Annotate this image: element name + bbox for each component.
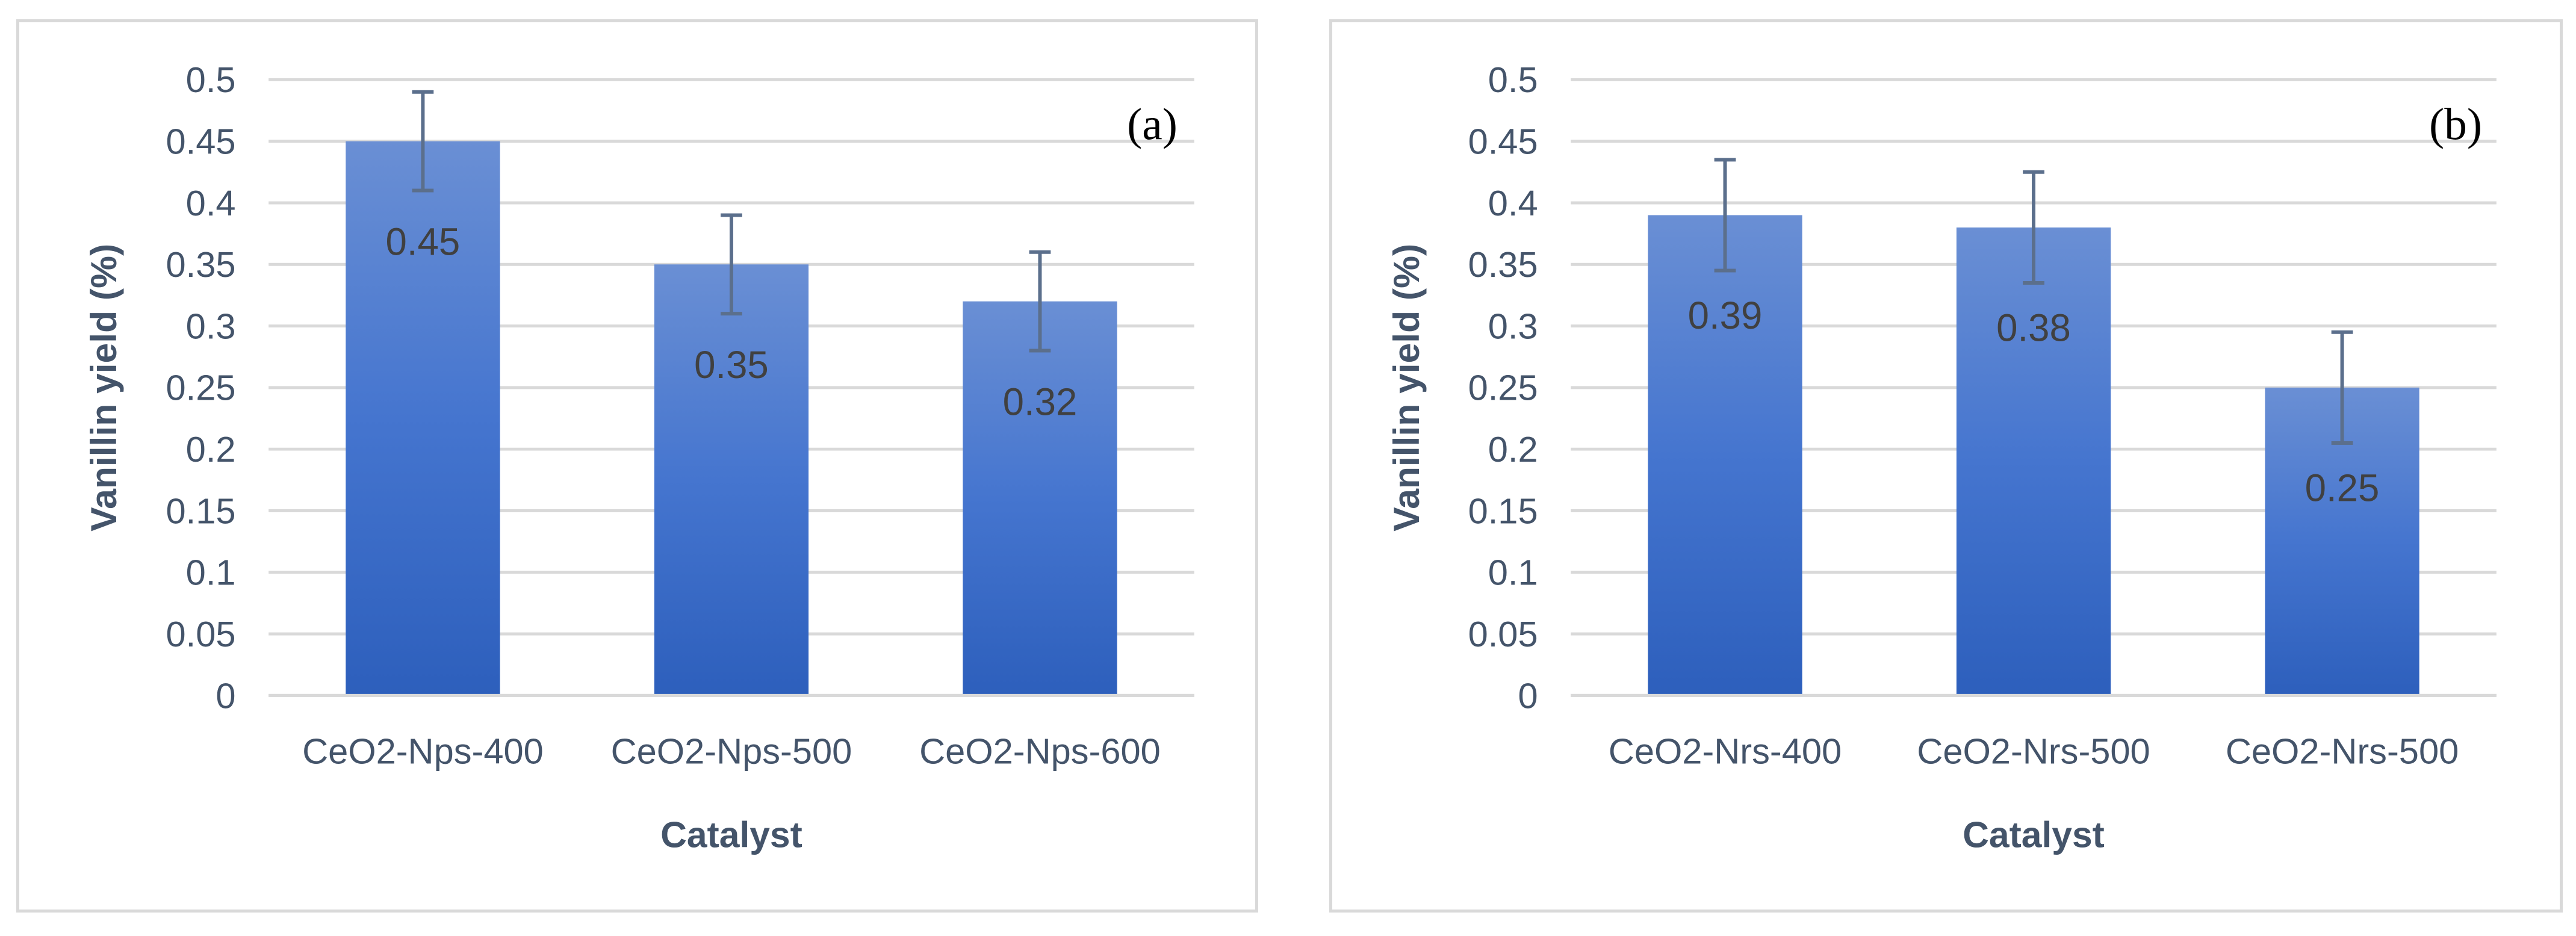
x-category-label-a-0: CeO2-Nps-400	[302, 731, 544, 772]
y-tick-label-a-10: 0.5	[186, 60, 236, 100]
data-label-a-1: 0.35	[694, 344, 769, 386]
x-axis-title-a: Catalyst	[660, 814, 802, 855]
x-category-label-b-0: CeO2-Nrs-400	[1609, 731, 1842, 772]
y-tick-label-a-0: 0	[216, 675, 235, 716]
bar-b-0	[1648, 215, 1802, 696]
bar-b-1	[1956, 227, 2111, 696]
panel-label-b: (b)	[2429, 100, 2482, 150]
y-tick-label-b-10: 0.5	[1488, 60, 1538, 100]
x-category-label-a-2: CeO2-Nps-600	[919, 731, 1161, 772]
chart-panel-a: 0 0.05 0.1 0.15 0.2 0.25 0.3 0.35 0.4 0.45 0.5 0.45…	[16, 19, 1258, 913]
y-tick-label-b-3: 0.15	[1468, 491, 1538, 531]
y-tick-label-a-5: 0.25	[166, 368, 236, 408]
x-category-label-a-1: CeO2-Nps-500	[611, 731, 852, 772]
y-tick-label-a-7: 0.35	[166, 244, 236, 285]
y-tick-label-b-6: 0.3	[1488, 306, 1538, 346]
data-label-b-0: 0.39	[1688, 294, 1763, 337]
data-label-b-2: 0.25	[2305, 467, 2380, 510]
x-category-label-b-2: CeO2-Nrs-500	[2226, 731, 2459, 772]
y-axis-title-b: Vanillin yield (%)	[1386, 244, 1427, 532]
y-axis-title-a: Vanillin yield (%)	[83, 244, 124, 532]
y-tick-label-b-1: 0.05	[1468, 614, 1538, 654]
y-tick-label-b-0: 0	[1518, 675, 1538, 716]
bar-a-1	[654, 264, 809, 696]
data-label-a-2: 0.32	[1003, 380, 1078, 423]
y-tick-label-b-5: 0.25	[1468, 368, 1538, 408]
y-tick-label-b-8: 0.4	[1488, 183, 1538, 223]
chart-panel-b: 0 0.05 0.1 0.15 0.2 0.25 0.3 0.35 0.4 0.45 0.5 0.39…	[1329, 19, 2563, 913]
bar-chart-a: 0 0.05 0.1 0.15 0.2 0.25 0.3 0.35 0.4 0.45 0.5 0.45…	[83, 60, 1194, 855]
x-category-label-b-1: CeO2-Nrs-500	[1917, 731, 2150, 772]
y-tick-label-b-4: 0.2	[1488, 429, 1538, 470]
y-tick-label-a-8: 0.4	[186, 183, 236, 223]
y-tick-label-a-9: 0.45	[166, 122, 236, 162]
bar-a-2	[963, 301, 1117, 696]
bar-a-0	[346, 141, 500, 696]
y-tick-label-b-9: 0.45	[1468, 122, 1538, 162]
data-label-a-0: 0.45	[386, 220, 461, 263]
y-tick-label-a-2: 0.1	[186, 553, 236, 593]
y-tick-label-a-3: 0.15	[166, 491, 236, 531]
y-tick-label-a-6: 0.3	[186, 306, 236, 346]
data-label-b-1: 0.38	[1996, 307, 2071, 350]
y-tick-label-a-1: 0.05	[166, 614, 236, 654]
x-axis-title-b: Catalyst	[1963, 814, 2105, 855]
panel-label-a: (a)	[1127, 100, 1178, 150]
y-tick-label-b-7: 0.35	[1468, 244, 1538, 285]
y-tick-label-b-2: 0.1	[1488, 553, 1538, 593]
bar-chart-b: 0 0.05 0.1 0.15 0.2 0.25 0.3 0.35 0.4 0.45 0.5 0.39…	[1386, 60, 2497, 855]
y-tick-label-a-4: 0.2	[186, 429, 236, 470]
